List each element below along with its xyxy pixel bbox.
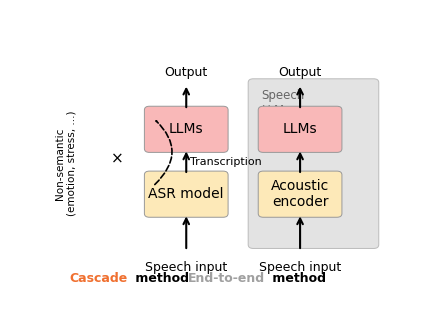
Text: Non-semantic
(emotion, stress, ...): Non-semantic (emotion, stress, ...): [55, 111, 76, 216]
FancyBboxPatch shape: [258, 106, 342, 152]
Text: ASR model: ASR model: [149, 187, 224, 201]
FancyBboxPatch shape: [248, 79, 379, 249]
Text: End-to-end: End-to-end: [188, 272, 265, 285]
Text: Transcription: Transcription: [190, 157, 261, 167]
Text: method: method: [268, 272, 326, 285]
Text: method: method: [131, 272, 189, 285]
FancyBboxPatch shape: [258, 171, 342, 217]
Text: Output: Output: [165, 66, 208, 79]
FancyBboxPatch shape: [144, 171, 228, 217]
Text: Speech input: Speech input: [145, 261, 227, 274]
FancyArrowPatch shape: [155, 121, 172, 185]
Text: LLMs: LLMs: [169, 122, 203, 136]
Text: Cascade: Cascade: [70, 272, 128, 285]
Text: Speech input: Speech input: [259, 261, 341, 274]
Text: LLMs: LLMs: [283, 122, 318, 136]
Text: Output: Output: [279, 66, 322, 79]
Text: Acoustic
encoder: Acoustic encoder: [271, 179, 329, 209]
Text: Speech
LLMs: Speech LLMs: [262, 89, 305, 117]
FancyBboxPatch shape: [144, 106, 228, 152]
Text: ×: ×: [111, 152, 124, 167]
